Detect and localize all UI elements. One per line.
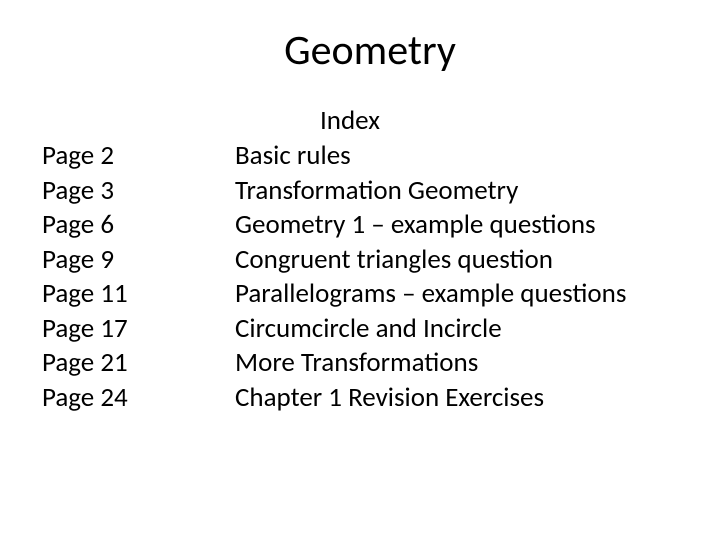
topic-label: Chapter 1 Revision Exercises [235, 381, 680, 416]
page-number: Page 2 [40, 139, 235, 174]
index-entry: Page 3 Transformation Geometry [40, 174, 680, 209]
index-entry: Page 11 Parallelograms – example questio… [40, 277, 680, 312]
page-number: Page 3 [40, 174, 235, 209]
page-number: Page 11 [40, 277, 235, 312]
page-number: Page 21 [40, 346, 235, 381]
page-number: Page 6 [40, 208, 235, 243]
topic-label: Congruent triangles question [235, 243, 680, 278]
index-entries: Page 2 Basic rules Page 3 Transformation… [40, 139, 680, 415]
index-entry: Page 6 Geometry 1 – example questions [40, 208, 680, 243]
page-number: Page 9 [40, 243, 235, 278]
page-number: Page 24 [40, 381, 235, 416]
topic-label: Parallelograms – example questions [235, 277, 680, 312]
topic-label: Geometry 1 – example questions [235, 208, 680, 243]
index-content: Index Page 2 Basic rules Page 3 Transfor… [40, 104, 680, 415]
topic-label: Transformation Geometry [235, 174, 680, 209]
slide: Geometry Index Page 2 Basic rules Page 3… [0, 0, 720, 540]
index-entry: Page 24 Chapter 1 Revision Exercises [40, 381, 680, 416]
page-number: Page 17 [40, 312, 235, 347]
slide-title: Geometry [60, 25, 680, 76]
index-heading: Index [320, 104, 680, 137]
index-entry: Page 9 Congruent triangles question [40, 243, 680, 278]
index-entry: Page 21 More Transformations [40, 346, 680, 381]
topic-label: More Transformations [235, 346, 680, 381]
topic-label: Circumcircle and Incircle [235, 312, 680, 347]
index-entry: Page 2 Basic rules [40, 139, 680, 174]
topic-label: Basic rules [235, 139, 680, 174]
index-entry: Page 17 Circumcircle and Incircle [40, 312, 680, 347]
